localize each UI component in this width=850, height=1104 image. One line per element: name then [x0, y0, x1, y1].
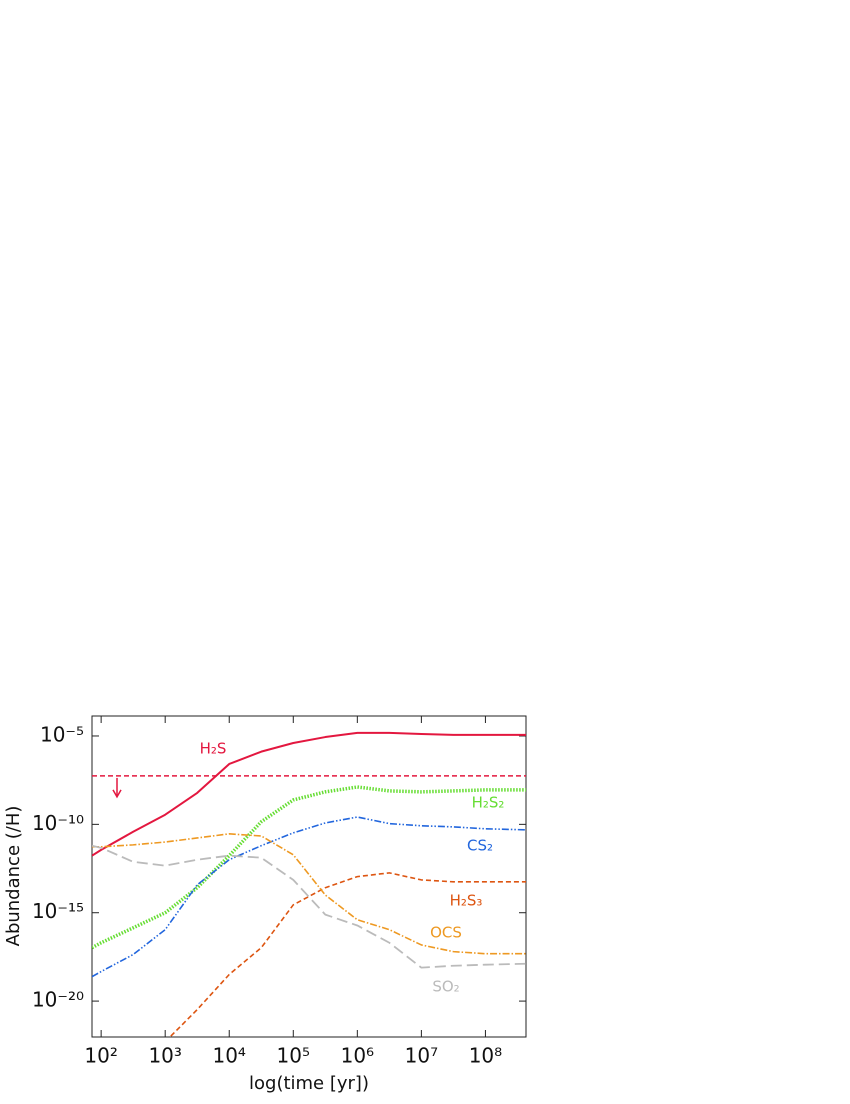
- series-line: [92, 833, 526, 955]
- series-line: [92, 844, 526, 969]
- plot-frame: [91, 715, 527, 1038]
- series-line: [92, 731, 526, 857]
- x-tick-label: 10⁷: [405, 1044, 438, 1068]
- x-tick-label: 10⁴: [212, 1044, 245, 1068]
- series-label: OCS: [430, 924, 462, 942]
- y-tick-label: 10⁻⁵: [40, 722, 84, 746]
- x-axis-label: log(time [yr]): [249, 1073, 369, 1094]
- y-tick-label: 10⁻¹⁰: [32, 811, 84, 835]
- plot-area: [92, 731, 526, 1037]
- y-tick-label: 10⁻¹⁵: [32, 899, 84, 923]
- x-tick-label: 10⁸: [469, 1044, 502, 1068]
- series-line: [168, 872, 526, 1037]
- x-tick-label: 10⁶: [341, 1044, 374, 1068]
- upper-limit-arrowhead: [112, 789, 122, 799]
- y-tick-label: 10⁻²⁰: [32, 988, 84, 1012]
- x-tick-label: 10³: [148, 1044, 181, 1068]
- series-label: SO₂: [432, 978, 459, 996]
- series-line: [92, 785, 526, 950]
- series-label: CS₂: [467, 837, 493, 855]
- y-axis-label: Abundance (/H): [3, 806, 24, 947]
- series-label: H₂S: [200, 740, 227, 758]
- series-label: H₂S₂: [472, 794, 505, 812]
- series-line: [92, 816, 526, 978]
- x-tick-label: 10⁵: [277, 1044, 310, 1068]
- series-label: H₂S₃: [450, 892, 483, 910]
- x-tick-label: 10²: [84, 1044, 117, 1068]
